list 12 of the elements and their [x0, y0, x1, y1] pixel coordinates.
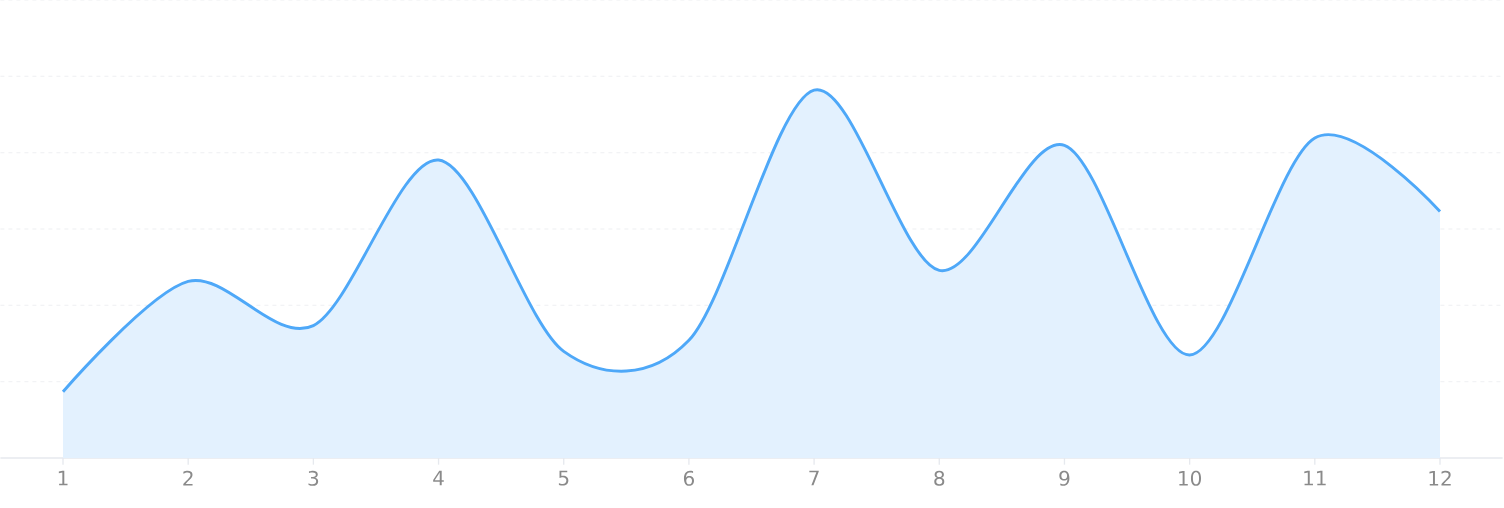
x-tick-label: 8 — [934, 470, 945, 486]
x-tick-label: 1 — [58, 470, 68, 486]
x-tick-label: 5 — [558, 470, 569, 486]
x-tick-label: 6 — [683, 470, 695, 486]
x-tick-label: 9 — [1059, 470, 1070, 486]
x-tick-label: 11 — [1304, 470, 1326, 486]
x-tick-label: 4 — [433, 470, 444, 486]
x-tick-label: 2 — [183, 470, 193, 486]
x-tick-label: 7 — [809, 470, 819, 486]
x-tick-label: 3 — [308, 470, 319, 486]
x-tick-label: 10 — [1179, 470, 1202, 486]
x-tick-label: 12 — [1429, 470, 1451, 486]
